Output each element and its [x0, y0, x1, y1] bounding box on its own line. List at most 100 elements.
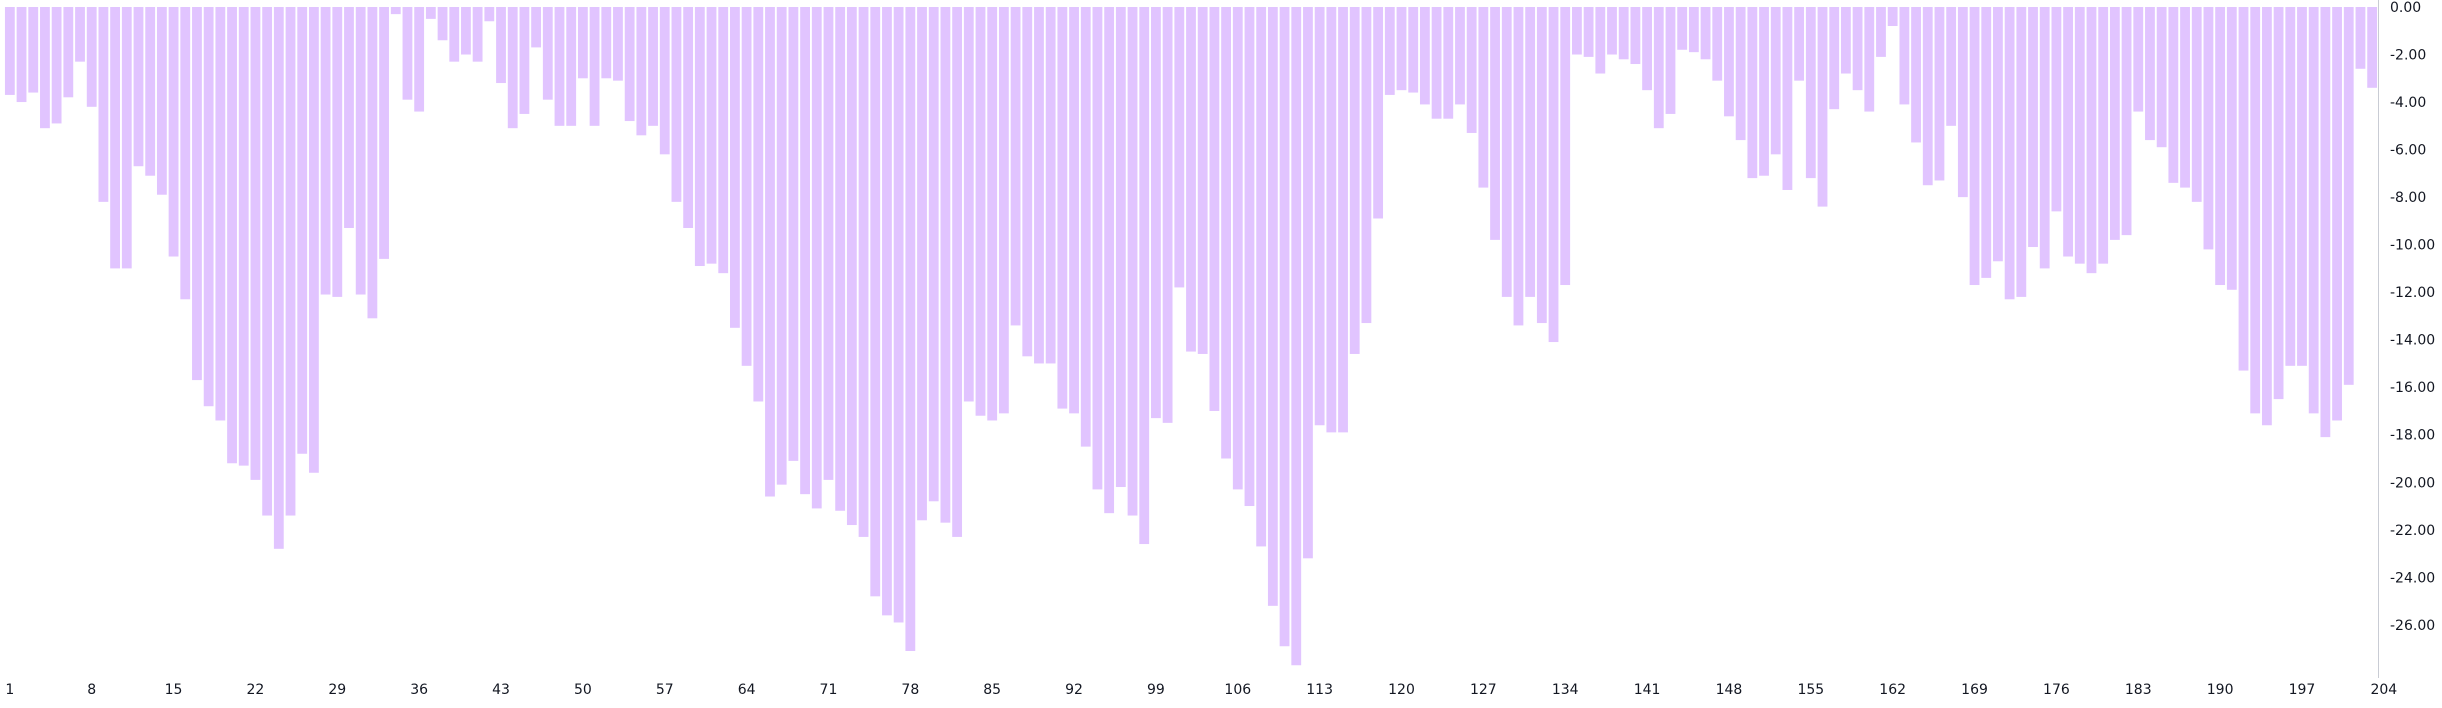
x-tick-label: 99 [1147, 682, 1165, 698]
bar-1 [4, 7, 15, 95]
x-tick-label: 155 [1797, 682, 1824, 698]
bar-2 [16, 7, 27, 103]
bar-104 [1209, 7, 1220, 411]
bar-156 [1817, 7, 1828, 207]
bar-122 [1419, 7, 1430, 105]
bar-98 [1139, 7, 1150, 545]
bar-97 [1127, 7, 1138, 516]
bar-202 [2355, 7, 2366, 69]
bar-46 [531, 7, 542, 48]
bar-149 [1735, 7, 1746, 141]
bar-35 [402, 7, 413, 100]
bar-166 [1934, 7, 1945, 181]
bar-110 [1279, 7, 1290, 647]
bar-93 [1080, 7, 1091, 447]
bar-41 [472, 7, 483, 62]
bar-174 [2028, 7, 2038, 248]
bar-151 [1759, 7, 1769, 176]
bar-113 [1314, 7, 1325, 426]
bar-90 [1045, 7, 1056, 364]
bar-58 [671, 7, 682, 202]
bar-129 [1501, 7, 1512, 297]
x-tick-label: 1 [5, 682, 14, 698]
bar-60 [694, 7, 705, 267]
x-axis-tick-labels: 1 8 15 22 29 36 43 50 57 64 71 78 85 92 99 106 113 120 127… [5, 682, 2397, 698]
x-tick-label: 106 [1224, 682, 1251, 698]
bar-145 [1688, 7, 1699, 53]
bar-88 [1022, 7, 1033, 357]
y-tick-label: -18.00 [2390, 428, 2435, 444]
bar-9 [98, 7, 109, 202]
bar-192 [2238, 7, 2249, 371]
bar-80 [928, 7, 939, 502]
x-tick-label: 43 [492, 682, 510, 698]
x-tick-label: 78 [901, 682, 919, 698]
bar-139 [1618, 7, 1629, 60]
bar-25 [285, 7, 296, 516]
bar-157 [1829, 7, 1840, 110]
bar-19 [215, 7, 226, 421]
bar-94 [1092, 7, 1103, 490]
bar-85 [987, 7, 998, 421]
bar-126 [1466, 7, 1477, 133]
bar-103 [1197, 7, 1208, 354]
bar-136 [1583, 7, 1594, 57]
bar-152 [1770, 7, 1781, 155]
bar-168 [1957, 7, 1968, 198]
bar-79 [917, 7, 927, 521]
bar-182 [2121, 7, 2132, 236]
bar-150 [1747, 7, 1758, 179]
bar-185 [2156, 7, 2167, 148]
y-axis-tick-labels: 0.00 -2.00 -4.00 -6.00 -8.00 -10.00 -12.00 -14.… [2390, 0, 2435, 634]
bar-161 [1876, 7, 1886, 57]
x-tick-label: 190 [2207, 682, 2234, 698]
x-tick-label: 127 [1470, 682, 1497, 698]
bar-144 [1677, 7, 1688, 50]
x-tick-label: 113 [1306, 682, 1333, 698]
bar-51 [589, 7, 600, 126]
bar-108 [1256, 7, 1267, 547]
bar-178 [2074, 7, 2085, 264]
bar-164 [1911, 7, 1921, 143]
bar-146 [1700, 7, 1711, 60]
bar-39 [449, 7, 460, 62]
bar-193 [2250, 7, 2261, 414]
bar-171 [1993, 7, 2003, 262]
bar-195 [2273, 7, 2284, 400]
bar-89 [1034, 7, 1044, 364]
x-tick-label: 64 [738, 682, 756, 698]
bar-65 [753, 7, 764, 402]
bar-125 [1455, 7, 1465, 105]
x-tick-label: 141 [1634, 682, 1661, 698]
bar-194 [2261, 7, 2272, 426]
bar-27 [308, 7, 319, 473]
bar-141 [1642, 7, 1652, 91]
bar-84 [975, 7, 986, 416]
bar-134 [1560, 7, 1571, 286]
x-tick-label: 204 [2370, 682, 2397, 698]
bar-86 [998, 7, 1009, 414]
bar-59 [683, 7, 694, 228]
bar-191 [2226, 7, 2237, 290]
bar-130 [1513, 7, 1524, 326]
x-tick-label: 29 [328, 682, 346, 698]
bar-179 [2086, 7, 2097, 274]
bar-44 [507, 7, 518, 129]
y-tick-label: -16.00 [2390, 380, 2435, 396]
bar-117 [1361, 7, 1372, 324]
bar-197 [2297, 7, 2307, 366]
x-tick-label: 22 [247, 682, 265, 698]
bar-91 [1057, 7, 1068, 409]
bar-30 [344, 7, 354, 228]
bar-17 [192, 7, 202, 381]
bar-16 [180, 7, 191, 300]
bar-102 [1186, 7, 1196, 352]
y-tick-label: 0.00 [2390, 0, 2421, 16]
bar-20 [227, 7, 237, 464]
bar-8 [86, 7, 97, 107]
bar-57 [659, 7, 670, 155]
x-tick-label: 15 [165, 682, 183, 698]
x-tick-label: 197 [2289, 682, 2316, 698]
bar-143 [1665, 7, 1676, 114]
bar-162 [1887, 7, 1898, 27]
